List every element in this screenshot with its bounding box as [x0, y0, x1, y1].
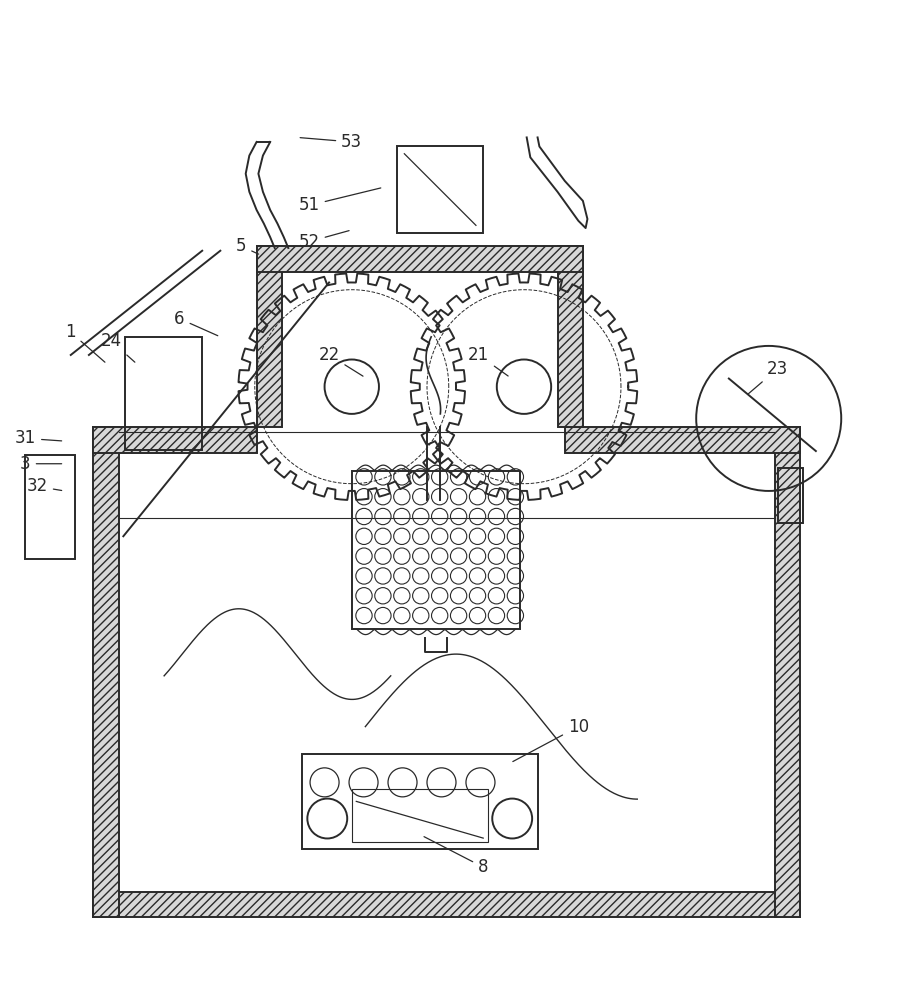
- Bar: [352, 471, 519, 629]
- Text: 24: 24: [101, 332, 135, 362]
- Bar: [93, 427, 256, 453]
- Bar: [125, 337, 202, 450]
- Text: 1: 1: [66, 323, 105, 362]
- Bar: [256, 246, 281, 427]
- Bar: [93, 427, 118, 917]
- Bar: [352, 789, 487, 842]
- Text: 6: 6: [174, 310, 218, 336]
- Bar: [302, 754, 537, 849]
- Bar: [564, 427, 800, 453]
- Bar: [557, 246, 582, 427]
- Bar: [777, 468, 803, 523]
- Bar: [256, 246, 582, 272]
- Bar: [26, 455, 76, 559]
- Bar: [93, 892, 800, 917]
- Bar: [396, 146, 483, 233]
- Text: 32: 32: [26, 477, 62, 495]
- Text: 53: 53: [300, 133, 362, 151]
- Text: 5: 5: [236, 237, 259, 255]
- Text: 8: 8: [424, 837, 488, 876]
- Text: 10: 10: [512, 718, 589, 762]
- Text: 51: 51: [298, 188, 381, 214]
- Text: 31: 31: [15, 429, 62, 447]
- Text: 21: 21: [467, 346, 507, 376]
- Text: 52: 52: [298, 231, 349, 251]
- Bar: [774, 427, 800, 917]
- Text: 3: 3: [20, 455, 62, 473]
- Text: 23: 23: [747, 360, 787, 394]
- Text: 22: 22: [318, 346, 363, 376]
